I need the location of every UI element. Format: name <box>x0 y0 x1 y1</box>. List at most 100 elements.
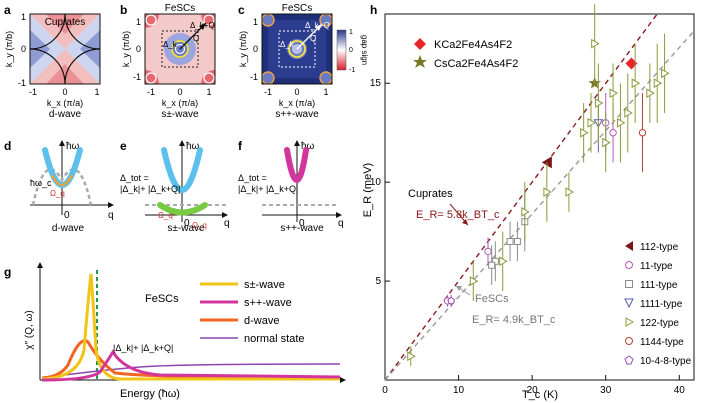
axis-ylabel: k_y (π/b) <box>121 31 131 67</box>
data-point <box>521 206 530 217</box>
zero-label: 0 <box>299 218 305 229</box>
y-tick-label: 10 <box>370 177 382 188</box>
formula-line1: Δ_tot = <box>120 173 149 183</box>
axis-xlabel: Energy (ħω) <box>120 388 180 400</box>
cuprates-label: Cuprates <box>408 188 453 200</box>
colorbar <box>336 29 347 71</box>
axis-y-label: ħω <box>186 141 200 152</box>
data-point <box>631 78 641 89</box>
panel-title: FeSCs <box>165 3 196 14</box>
ytick: 0 <box>253 44 258 54</box>
ytick: -1 <box>133 72 141 82</box>
panel-caption: s++-wave <box>280 223 324 234</box>
panel-letter: c <box>238 3 245 17</box>
xtick: -1 <box>264 87 272 97</box>
x-tick-label: 20 <box>527 385 539 396</box>
xtick: -1 <box>29 87 37 97</box>
scatter-plot: 0 10 20 30 40 5 10 15 <box>370 4 695 396</box>
legend-entry: d-wave <box>244 315 279 327</box>
colorbar-label: gap sign <box>360 35 369 65</box>
legend-marker <box>625 317 635 327</box>
fescs-inset-label: FeSCs <box>145 293 179 305</box>
data-point <box>646 88 655 98</box>
xtick: 0 <box>177 87 182 97</box>
legend-entry: 112-type <box>640 242 679 253</box>
panel-letter: h <box>370 3 377 17</box>
cuprate-gap-map <box>30 14 100 84</box>
legend-marker <box>413 55 427 68</box>
q-label: Q <box>310 34 316 43</box>
legend-entry: 1111-type <box>640 299 683 310</box>
data-point <box>587 117 597 128</box>
panel-f: f ħω q 0 Δ_tot = |Δ_k|+ |Δ_k+Q| s++-wave <box>238 139 344 234</box>
xtick: 1 <box>206 87 211 97</box>
data-point <box>624 108 633 118</box>
data-point <box>661 68 670 79</box>
fescs-label: FeSCs <box>475 293 509 305</box>
data-point <box>594 98 604 108</box>
data-point <box>491 257 499 265</box>
axis-ylabel: χ″ (Q, ω) <box>24 310 35 349</box>
data-point <box>609 88 619 98</box>
panel-caption: s±-wave <box>167 223 205 234</box>
xtick: -1 <box>147 87 155 97</box>
zero-label: 0 <box>64 210 70 221</box>
delta-k-label: Δ_k <box>280 40 295 49</box>
zero-label: 0 <box>184 218 190 229</box>
omega-q-right-label: Ω_q <box>192 221 207 230</box>
data-point <box>484 247 492 256</box>
legend-marker <box>624 355 634 365</box>
panel-letter: g <box>4 265 11 279</box>
x-tick-label: 0 <box>382 385 388 396</box>
panel-b: b FeSCs Δ_k+Q Δ_k Q 1 0 -1 -1 0 1 <box>120 3 216 120</box>
omega-q-label: Ω_q <box>50 189 65 198</box>
ytick: 0 <box>21 44 26 54</box>
ytick: 1 <box>136 17 141 27</box>
y-tick-label: 5 <box>375 276 381 287</box>
panel-g: g χ″ (Q, ω) Energy (ħω) FeSCs |Δ_k|+ |Δ_… <box>4 262 346 400</box>
axis-y-label: ħω <box>301 141 315 152</box>
legend-entry: normal state <box>244 333 305 345</box>
legend-entry: 122-type <box>640 318 679 329</box>
x-tick-label: 10 <box>453 385 465 396</box>
legend-entry: 111-type <box>640 280 678 291</box>
data-point <box>488 261 496 269</box>
data-point <box>499 256 508 267</box>
data-point <box>513 238 521 246</box>
delta-kq-label: Δ_k+Q <box>305 21 330 30</box>
ytick: 1 <box>253 17 258 27</box>
panel-letter: d <box>4 139 11 153</box>
colorbar-tick: 0 <box>349 47 353 54</box>
axis-ylabel: E_R (meV) <box>362 163 374 217</box>
panel-caption: d-wave <box>52 223 85 234</box>
panel-e: e ħω q 0 Δ_tot = |Δ_k|+ |Δ_k+Q| Ω_q Ω_q … <box>120 139 230 234</box>
h-legend-bottom: 112-type 11-type 111-type 1111-type 122-… <box>624 241 692 367</box>
x-tick-label: 40 <box>674 385 686 396</box>
data-point <box>543 187 552 197</box>
axis-xlabel: k_x (π/a) <box>279 98 315 108</box>
axis-xlabel: k_x (π/a) <box>47 98 83 108</box>
legend-marker <box>625 337 633 345</box>
axis-xlabel: T_c (K) <box>522 389 558 401</box>
ytick: -1 <box>18 78 26 88</box>
data-point <box>580 127 589 138</box>
legend-entry: KCa2Fe4As4F2 <box>434 39 512 51</box>
ytick: -1 <box>250 72 258 82</box>
xtick: 0 <box>62 87 67 97</box>
axis-x-label: q <box>338 218 344 229</box>
data-point <box>638 129 647 137</box>
legend-entry: 11-type <box>640 261 673 272</box>
formula-line2: |Δ_k|+ |Δ_k+Q| <box>120 184 180 194</box>
colorbar-tick: -1 <box>349 67 355 74</box>
q-label: Q <box>193 34 199 43</box>
panel-letter: f <box>238 139 243 153</box>
xtick: 0 <box>294 87 299 97</box>
axis-x-label: q <box>224 218 230 229</box>
omega-q-left-label: Ω_q <box>158 211 173 220</box>
ytick: 1 <box>21 12 26 22</box>
legend-entry: s++-wave <box>244 297 292 309</box>
gap-label: |Δ_k|+ |Δ_k+Q| <box>113 343 173 353</box>
data-point <box>565 187 574 197</box>
fescs-spp-gap-map <box>262 14 332 84</box>
